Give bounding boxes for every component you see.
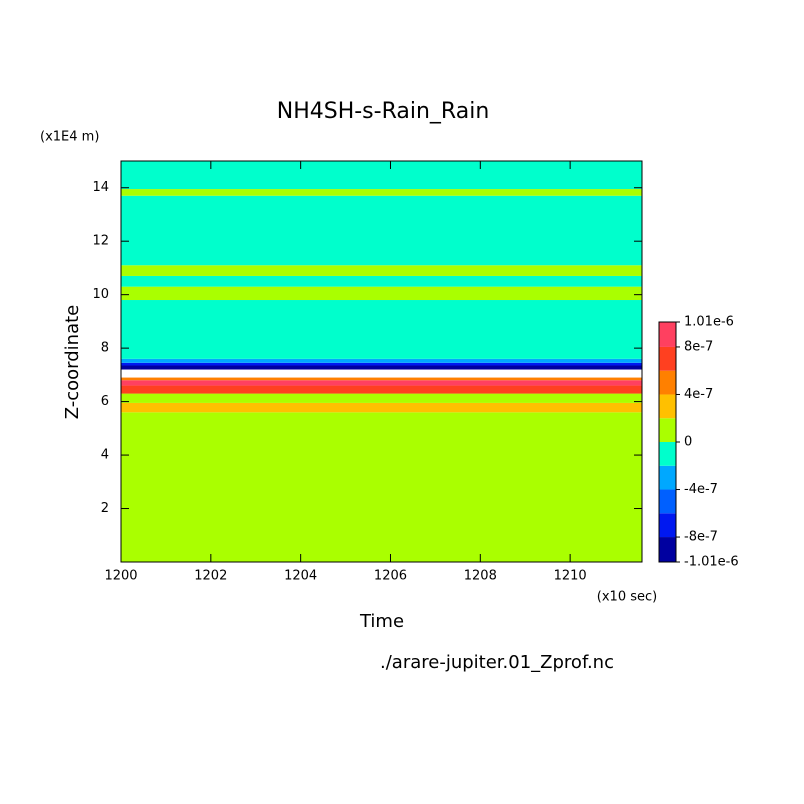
colorbar-band	[659, 370, 676, 395]
colorbar-band	[659, 513, 676, 538]
colorbar-tick-label: 0	[684, 435, 692, 450]
colorbar-band	[659, 322, 676, 347]
contour-band	[121, 362, 642, 366]
x-tick-label: 1202	[194, 569, 227, 584]
contour-band	[121, 358, 642, 363]
contour-band	[121, 300, 642, 359]
contour-band	[121, 189, 642, 196]
colorbar-tick-label: 8e-7	[684, 339, 713, 354]
x-unit: (x10 sec)	[597, 590, 657, 605]
x-tick-label: 1206	[374, 569, 407, 584]
y-axis-label: Z-coordinate	[62, 305, 83, 420]
file-name: ./arare-jupiter.01_Zprof.nc	[380, 652, 614, 673]
contour-band	[121, 161, 642, 190]
y-tick-label: 10	[92, 287, 109, 302]
x-tick-label: 1204	[284, 569, 317, 584]
contour-band	[121, 365, 642, 370]
colorbar-band	[659, 442, 676, 466]
y-tick-label: 6	[101, 394, 109, 409]
y-tick-label: 14	[92, 180, 109, 195]
contour-band	[121, 369, 642, 378]
colorbar-band	[659, 418, 676, 442]
colorbar-tick-label: -8e-7	[684, 530, 718, 545]
contour-band	[121, 377, 642, 381]
y-tick-label: 8	[101, 341, 109, 356]
chart-title: NH4SH-s-Rain_Rain	[277, 99, 490, 124]
plot-frame	[120, 160, 643, 563]
contour-band	[121, 385, 642, 394]
x-tick-label: 1208	[464, 569, 497, 584]
contour-band	[121, 275, 642, 287]
contour-band	[121, 286, 642, 301]
y-tick-label: 2	[101, 501, 109, 516]
y-tick-label: 12	[92, 234, 109, 249]
y-unit: (x1E4 m)	[40, 130, 99, 145]
colorbar-tick-label: 4e-7	[684, 387, 713, 402]
colorbar-band	[659, 346, 676, 371]
contour-band	[121, 195, 642, 266]
colorbar-band	[659, 537, 676, 562]
x-tick-label: 1200	[104, 569, 137, 584]
contour-band	[121, 393, 642, 403]
y-tick-label: 4	[101, 448, 109, 463]
contour-band	[121, 412, 642, 562]
x-tick-label: 1210	[554, 569, 587, 584]
contour-band	[121, 380, 642, 386]
colorbar-tick-label: -4e-7	[684, 482, 718, 497]
colorbar-tick-label: -1.01e-6	[684, 555, 739, 570]
colorbar-tick-label: 1.01e-6	[684, 315, 734, 330]
x-axis-label: Time	[359, 611, 404, 632]
colorbar-band	[659, 489, 676, 514]
contour-band	[121, 402, 642, 413]
contour-band	[121, 265, 642, 276]
colorbar-band	[659, 394, 676, 419]
colorbar-band	[659, 465, 676, 490]
